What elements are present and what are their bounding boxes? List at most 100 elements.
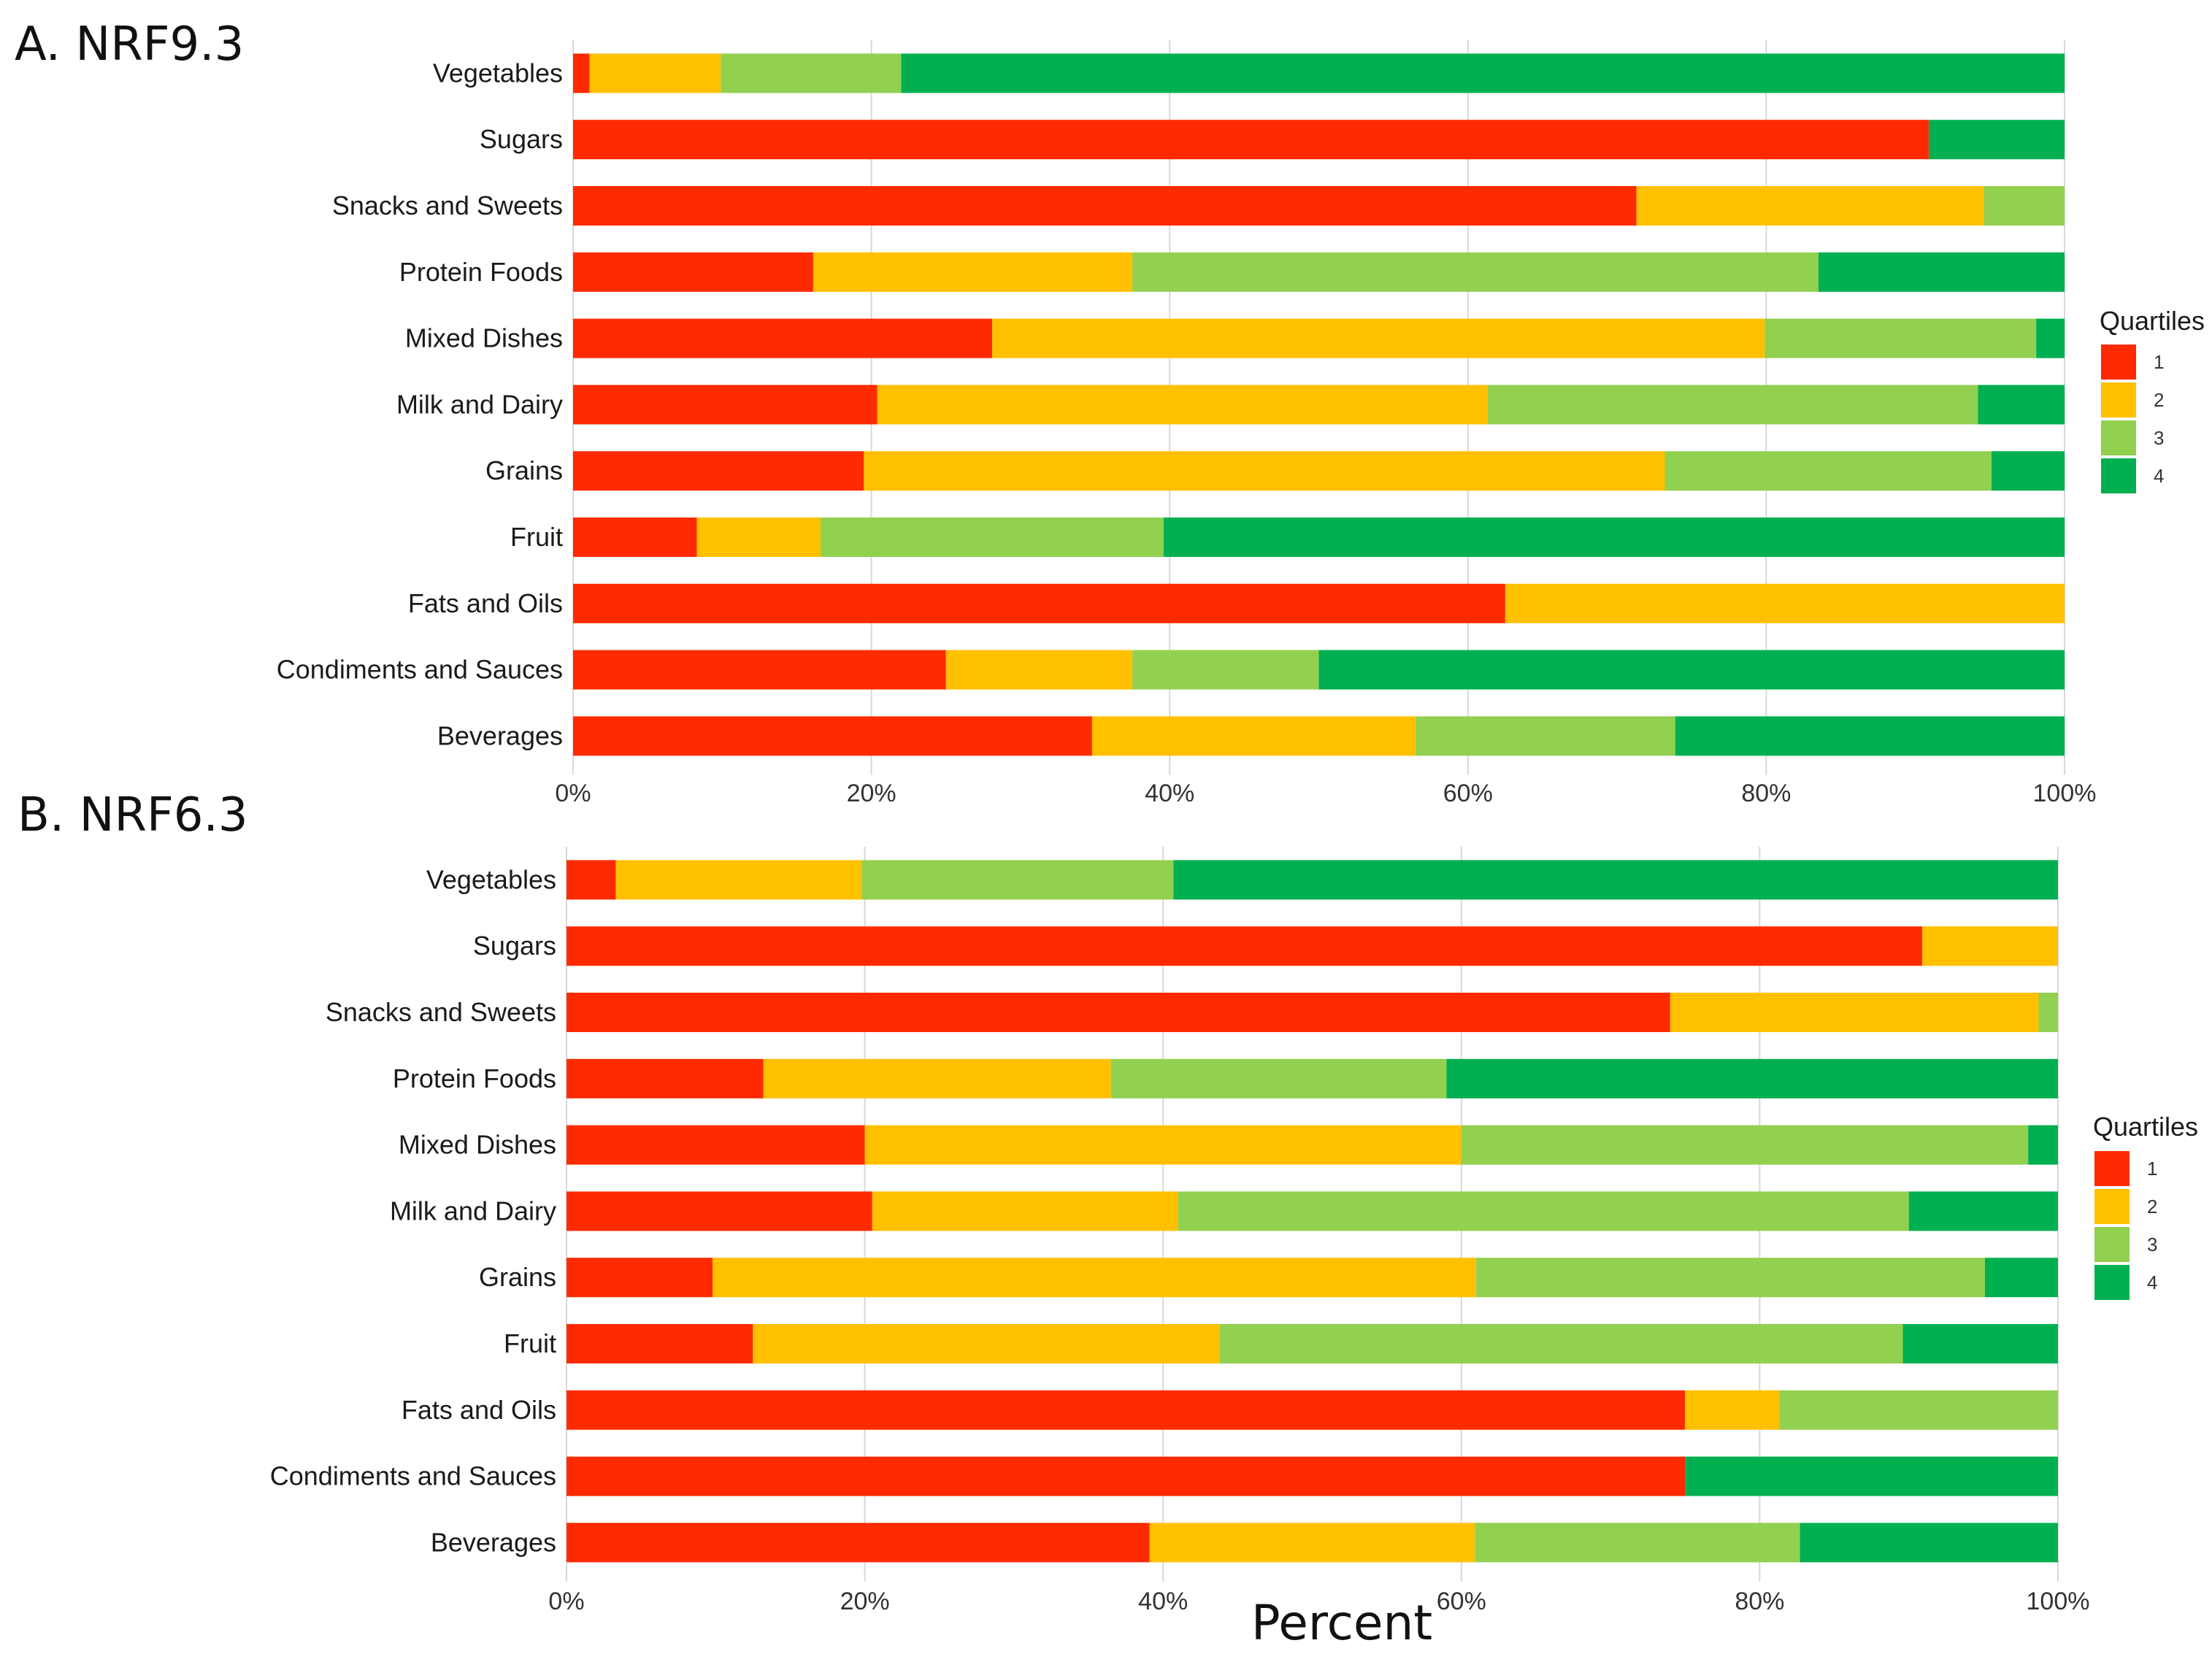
bar-snacks-and-sweets-q3 [1983, 186, 2065, 226]
bar-grains-q3 [1476, 1258, 1985, 1298]
panel-title: B. NRF6.3 [18, 788, 248, 842]
category-label-fats-and-oils: Fats and Oils [402, 1395, 556, 1425]
category-label-grains: Grains [485, 455, 563, 485]
legend-label-4: 4 [2154, 465, 2164, 487]
legend-swatch-1 [2101, 345, 2136, 380]
bar-fats-and-oils-q1 [567, 1390, 1686, 1430]
x-tick-label: 80% [1735, 1588, 1784, 1615]
bar-mixed-dishes-q1 [573, 318, 993, 358]
category-label-fruit: Fruit [510, 522, 563, 552]
legend-label-3: 3 [2147, 1234, 2157, 1255]
bar-snacks-and-sweets-q2 [1636, 186, 1984, 226]
x-axis-label: Percent [1251, 1595, 1432, 1651]
bar-fruit-q1 [567, 1324, 753, 1363]
legend-swatch-4 [2101, 458, 2136, 493]
bar-beverages-q1 [567, 1523, 1150, 1563]
bar-mixed-dishes-q4 [2028, 1125, 2058, 1165]
category-label-sugars: Sugars [480, 124, 563, 154]
category-label-mixed-dishes: Mixed Dishes [399, 1130, 556, 1160]
legend-label-3: 3 [2154, 427, 2164, 449]
category-label-snacks-and-sweets: Snacks and Sweets [326, 997, 556, 1027]
category-label-vegetables: Vegetables [433, 58, 563, 88]
bar-protein-foods-q1 [573, 252, 813, 292]
bar-grains-q3 [1664, 451, 1992, 491]
bar-vegetables-q1 [567, 860, 616, 900]
x-tick-label: 20% [840, 1588, 890, 1615]
bar-protein-foods-q2 [813, 252, 1133, 292]
bar-beverages-q3 [1475, 1523, 1800, 1563]
legend-swatch-1 [2094, 1151, 2130, 1186]
bar-beverages-q1 [573, 716, 1092, 756]
bar-condiments-and-sauces-q3 [1132, 650, 1319, 690]
legend-swatch-3 [2094, 1227, 2130, 1262]
bar-vegetables-q3 [721, 53, 902, 93]
category-label-beverages: Beverages [431, 1527, 556, 1557]
bar-beverages-q2 [1149, 1523, 1475, 1563]
bar-snacks-and-sweets-q1 [573, 186, 1637, 226]
bar-protein-foods-q1 [567, 1058, 764, 1099]
bar-grains-q2 [864, 451, 1665, 491]
legend-title: Quartiles [2100, 306, 2205, 336]
bar-sugars-q1 [573, 120, 1929, 160]
bar-snacks-and-sweets-q3 [2038, 993, 2058, 1032]
bar-condiments-and-sauces-q2 [945, 650, 1133, 690]
legend-title: Quartiles [2093, 1112, 2198, 1142]
category-label-snacks-and-sweets: Snacks and Sweets [332, 191, 563, 220]
category-label-milk-and-dairy: Milk and Dairy [396, 389, 563, 419]
legend-label-2: 2 [2154, 389, 2164, 411]
bar-fruit-q3 [821, 518, 1164, 557]
x-tick-label: 60% [1437, 1588, 1486, 1615]
bar-milk-and-dairy-q3 [1487, 385, 1978, 425]
bar-mixed-dishes-q2 [992, 318, 1765, 358]
bar-mixed-dishes-q3 [1764, 318, 2037, 358]
category-label-condiments-and-sauces: Condiments and Sauces [270, 1461, 556, 1491]
category-label-sugars: Sugars [473, 931, 556, 961]
x-tick-label: 20% [847, 780, 896, 807]
bar-snacks-and-sweets-q2 [1670, 993, 2039, 1032]
bar-mixed-dishes-q1 [567, 1125, 865, 1165]
bar-protein-foods-q2 [763, 1058, 1111, 1099]
legend-swatch-3 [2101, 420, 2136, 455]
bar-grains-q4 [1991, 451, 2065, 491]
legend-swatch-4 [2094, 1265, 2130, 1300]
bar-grains-q1 [573, 451, 864, 491]
bar-fruit-q4 [1902, 1324, 2058, 1363]
bar-vegetables-q2 [589, 53, 721, 93]
category-label-protein-foods: Protein Foods [399, 257, 563, 287]
bar-mixed-dishes-q2 [864, 1125, 1462, 1165]
category-label-milk-and-dairy: Milk and Dairy [390, 1196, 556, 1226]
bar-milk-and-dairy-q1 [573, 385, 877, 425]
bar-grains-q2 [713, 1258, 1477, 1298]
category-label-protein-foods: Protein Foods [393, 1063, 556, 1093]
legend-swatch-2 [2094, 1189, 2130, 1224]
bar-condiments-and-sauces-q1 [573, 650, 946, 690]
x-tick-label: 0% [555, 780, 591, 807]
bar-snacks-and-sweets-q1 [567, 993, 1670, 1032]
bar-fats-and-oils-q3 [1778, 1390, 2058, 1430]
x-tick-label: 40% [1138, 1588, 1188, 1615]
bar-grains-q4 [1984, 1258, 2058, 1298]
bar-grains-q1 [567, 1258, 713, 1298]
bar-fats-and-oils-q2 [1505, 583, 2065, 623]
category-label-grains: Grains [479, 1262, 556, 1292]
bar-beverages-q4 [1800, 1523, 2058, 1563]
bar-vegetables-q2 [615, 860, 862, 900]
bar-condiments-and-sauces-q4 [1318, 650, 2065, 690]
category-label-fruit: Fruit [504, 1328, 556, 1358]
bar-vegetables-q3 [861, 860, 1174, 900]
panel-title: A. NRF9.3 [15, 18, 244, 72]
category-label-condiments-and-sauces: Condiments and Sauces [277, 655, 563, 685]
bar-milk-and-dairy-q4 [1908, 1191, 2058, 1231]
category-label-beverages: Beverages [437, 720, 563, 750]
x-tick-label: 60% [1443, 780, 1493, 807]
bar-mixed-dishes-q3 [1461, 1125, 2029, 1165]
x-tick-label: 100% [2027, 1588, 2090, 1615]
category-label-mixed-dishes: Mixed Dishes [405, 323, 563, 353]
legend-swatch-2 [2101, 382, 2136, 418]
bar-beverages-q3 [1416, 716, 1675, 756]
category-label-fats-and-oils: Fats and Oils [408, 588, 563, 618]
bar-protein-foods-q4 [1446, 1058, 2058, 1099]
legend-label-1: 1 [2154, 351, 2164, 373]
bar-protein-foods-q3 [1132, 252, 1819, 292]
